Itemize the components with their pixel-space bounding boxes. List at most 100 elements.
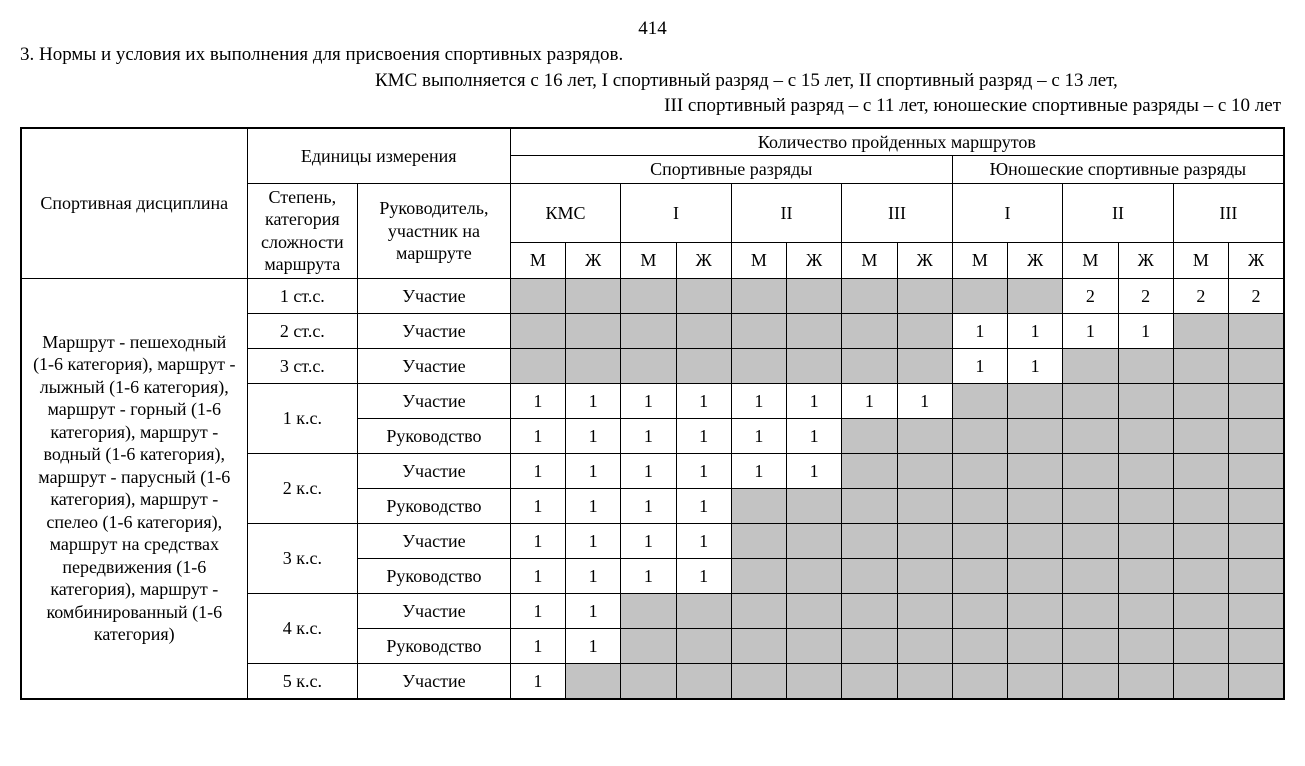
cell bbox=[897, 348, 952, 383]
hdr-y3-m: М bbox=[1173, 242, 1228, 278]
hdr-routes-super: Количество пройденных маршрутов bbox=[510, 128, 1284, 156]
cell: 1 bbox=[897, 383, 952, 418]
cell-deg-s1: 1 ст.с. bbox=[247, 278, 358, 313]
hdr-r2: II bbox=[731, 183, 842, 242]
cell bbox=[510, 313, 565, 348]
cell bbox=[1118, 418, 1173, 453]
cell bbox=[787, 558, 842, 593]
cell: 1 bbox=[1063, 313, 1118, 348]
cell bbox=[952, 453, 1007, 488]
cell: 2 bbox=[1229, 278, 1284, 313]
cell: 1 bbox=[731, 383, 786, 418]
cell-role-k1p: Участие bbox=[358, 383, 511, 418]
hdr-y1-m: М bbox=[952, 242, 1007, 278]
cell bbox=[1008, 628, 1063, 663]
hdr-y3-zh: Ж bbox=[1229, 242, 1284, 278]
cell: 1 bbox=[566, 523, 621, 558]
cell bbox=[1008, 558, 1063, 593]
cell bbox=[1008, 663, 1063, 699]
cell: 1 bbox=[731, 418, 786, 453]
page-number: 414 bbox=[20, 18, 1285, 40]
cell bbox=[1229, 313, 1284, 348]
cell: 1 bbox=[510, 663, 565, 699]
cell bbox=[1118, 348, 1173, 383]
cell: 1 bbox=[510, 418, 565, 453]
cell bbox=[952, 558, 1007, 593]
hdr-r1-m: М bbox=[621, 242, 676, 278]
cell bbox=[897, 278, 952, 313]
cell: 1 bbox=[621, 453, 676, 488]
cell: 1 bbox=[621, 488, 676, 523]
cell bbox=[1063, 593, 1118, 628]
cell-deg-k1: 1 к.с. bbox=[247, 383, 358, 453]
cell-deg-s3: 3 ст.с. bbox=[247, 348, 358, 383]
cell bbox=[1008, 453, 1063, 488]
cell bbox=[1008, 593, 1063, 628]
cell bbox=[1008, 418, 1063, 453]
heading-line-3: III спортивный разряд – с 11 лет, юношес… bbox=[20, 93, 1285, 119]
cell-deg-k5: 5 к.с. bbox=[247, 663, 358, 699]
cell bbox=[676, 348, 731, 383]
cell: 1 bbox=[1118, 313, 1173, 348]
hdr-r2-zh: Ж bbox=[787, 242, 842, 278]
cell bbox=[566, 313, 621, 348]
cell: 2 bbox=[1173, 278, 1228, 313]
cell bbox=[676, 628, 731, 663]
cell: 1 bbox=[566, 418, 621, 453]
cell: 1 bbox=[621, 558, 676, 593]
cell bbox=[787, 313, 842, 348]
cell: 1 bbox=[566, 383, 621, 418]
cell: 1 bbox=[676, 453, 731, 488]
cell-deg-k2: 2 к.с. bbox=[247, 453, 358, 523]
cell: 1 bbox=[510, 488, 565, 523]
cell bbox=[1229, 383, 1284, 418]
cell bbox=[1173, 523, 1228, 558]
cell: 1 bbox=[952, 348, 1007, 383]
cell bbox=[952, 278, 1007, 313]
cell bbox=[842, 663, 897, 699]
cell bbox=[621, 593, 676, 628]
cell bbox=[1173, 313, 1228, 348]
cell bbox=[621, 278, 676, 313]
norms-table: Спортивная дисциплина Единицы измерения … bbox=[20, 127, 1285, 700]
cell bbox=[897, 453, 952, 488]
cell: 1 bbox=[676, 488, 731, 523]
cell bbox=[731, 488, 786, 523]
cell-role-k3p: Участие bbox=[358, 523, 511, 558]
cell: 1 bbox=[510, 558, 565, 593]
cell bbox=[952, 383, 1007, 418]
cell bbox=[676, 663, 731, 699]
cell bbox=[621, 663, 676, 699]
cell: 1 bbox=[787, 418, 842, 453]
cell bbox=[842, 453, 897, 488]
cell bbox=[1173, 628, 1228, 663]
cell-role-k2p: Участие bbox=[358, 453, 511, 488]
cell bbox=[952, 523, 1007, 558]
cell: 1 bbox=[510, 453, 565, 488]
cell bbox=[842, 558, 897, 593]
cell: 1 bbox=[566, 628, 621, 663]
hdr-r1-zh: Ж bbox=[676, 242, 731, 278]
cell-role-k4p: Участие bbox=[358, 593, 511, 628]
cell bbox=[1173, 453, 1228, 488]
hdr-degree: Степень, категория сложности маршрута bbox=[247, 183, 358, 278]
heading-line-1: 3. Нормы и условия их выполнения для при… bbox=[20, 42, 1285, 68]
cell: 1 bbox=[621, 523, 676, 558]
cell: 1 bbox=[566, 558, 621, 593]
hdr-y1-zh: Ж bbox=[1008, 242, 1063, 278]
cell bbox=[952, 628, 1007, 663]
cell bbox=[787, 593, 842, 628]
cell bbox=[842, 418, 897, 453]
cell: 1 bbox=[1008, 313, 1063, 348]
cell: 1 bbox=[952, 313, 1007, 348]
cell bbox=[897, 663, 952, 699]
cell: 1 bbox=[676, 418, 731, 453]
row-s1: Маршрут - пешеходный (1-6 категория), ма… bbox=[21, 278, 1284, 313]
cell-role-s3: Участие bbox=[358, 348, 511, 383]
cell bbox=[1118, 488, 1173, 523]
cell bbox=[1118, 523, 1173, 558]
cell bbox=[676, 593, 731, 628]
cell: 1 bbox=[510, 383, 565, 418]
cell bbox=[1118, 453, 1173, 488]
cell: 1 bbox=[842, 383, 897, 418]
